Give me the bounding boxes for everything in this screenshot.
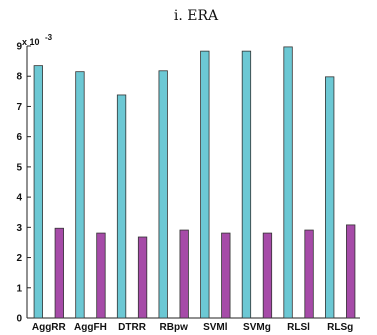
- x-tick-label: SVMg: [243, 322, 271, 333]
- bar-aggrr-series-2: [54, 227, 64, 319]
- y-tick-label: 8: [16, 72, 22, 83]
- y-tick-label: 3: [16, 223, 22, 234]
- x-tick-labels: AggRR AggFH DTRR RBpw SVMl SVMg RLSl RLSg: [32, 322, 353, 333]
- bar-rbpw-series-1: [158, 70, 168, 319]
- y-tick-label: 9: [16, 42, 22, 53]
- y-tick-label: 0: [16, 314, 22, 325]
- bar-svml-series-1: [200, 50, 210, 319]
- x-tick-label: RBpw: [160, 322, 189, 333]
- bar-dtrr-series-2: [137, 236, 148, 319]
- y-ticks: 0 1 2 3 4 5 6 7 8 9: [16, 42, 31, 325]
- y-tick-label: 7: [16, 102, 22, 113]
- x-tick-label: AggFH: [74, 322, 107, 333]
- bar-rlsg-series-2: [346, 224, 356, 319]
- y-tick-label: 4: [16, 193, 22, 204]
- chart-title: i. ERA: [174, 8, 219, 24]
- y-scale-exponent: -3: [45, 33, 53, 42]
- bar-aggfh-series-2: [96, 232, 106, 319]
- bar-svml-series-2: [221, 232, 231, 319]
- bar-svmg-series-1: [241, 50, 252, 319]
- y-tick-label: 6: [16, 132, 22, 143]
- bar-aggrr-series-1: [33, 65, 43, 319]
- bar-dtrr-series-1: [116, 94, 127, 319]
- bar-svmg-series-2: [262, 232, 273, 319]
- bar-rlsl-series-2: [304, 229, 314, 319]
- y-axis-scale-factor: x 10 -3: [22, 33, 53, 47]
- y-tick-label: 2: [16, 253, 22, 264]
- x-tick-label: RLSg: [327, 322, 353, 333]
- bar-rbpw-series-2: [179, 229, 189, 319]
- bar-rlsl-series-1: [283, 46, 293, 319]
- y-scale-label: x 10: [22, 37, 40, 47]
- bar-rlsg-series-1: [325, 76, 335, 319]
- x-tick-label: RLSl: [287, 322, 310, 333]
- x-tick-label: SVMl: [203, 322, 228, 333]
- x-tick-label: DTRR: [118, 322, 147, 333]
- x-tick-label: AggRR: [32, 322, 67, 333]
- y-tick-label: 5: [16, 162, 22, 173]
- y-tick-label: 1: [16, 283, 22, 294]
- bar-aggfh-series-1: [75, 71, 85, 319]
- bars: [33, 46, 356, 319]
